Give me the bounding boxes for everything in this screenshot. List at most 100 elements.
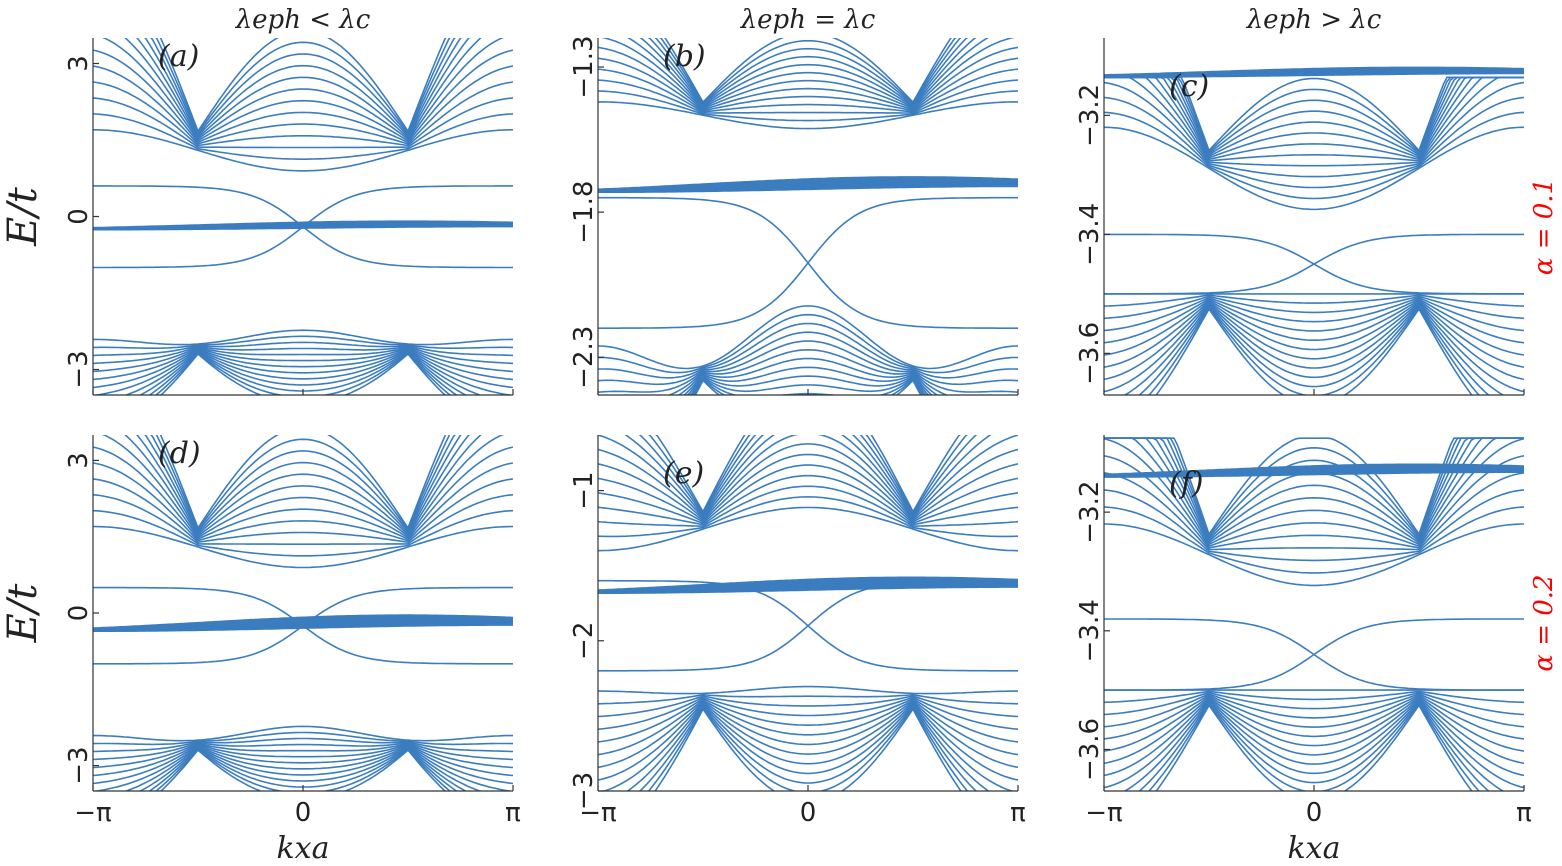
lower-band-c-3 [1104,296,1524,332]
alpha-label-c: α = 0.1 [1529,178,1559,275]
upper-band-e-0 [598,506,1018,552]
lower-band-e-9 [626,703,990,791]
upper-band-b-7 [627,38,989,109]
plot-area-b [598,38,1018,395]
panel-label-e: (e) [663,456,704,491]
y-tick-label-c-0: −3.2 [1075,84,1105,147]
upper-band-d-6 [102,435,504,539]
panel-label-d: (d) [158,436,201,471]
lower-band-e-4 [598,697,1018,743]
flat-band-e-7 [598,576,1018,592]
lower-band-d-2 [93,737,513,753]
edge-state-d-2 [93,586,513,665]
lower-band-f-8 [1104,699,1524,789]
upper-band-b-12 [664,38,952,104]
lower-band-c-2 [1104,295,1524,320]
x-tick-label-f-0: −π [1085,798,1122,828]
y-tick-label-f-1: −3.4 [1075,599,1105,662]
upper-band-d-11 [155,435,451,532]
x-tick-label-f-2: π [1516,798,1532,828]
upper-band-b-8 [639,38,977,108]
upper-band-c-3 [1104,81,1524,178]
panel-label-c: (c) [1169,69,1209,104]
edge-state-a-2 [93,185,513,269]
upper-band-c-4 [1104,76,1524,167]
upper-band-b-11 [659,38,957,105]
lower-band-d-0 [93,725,513,742]
upper-band-d-8 [136,435,470,536]
panel-b: −1.3 −1.8 −2.3 (b) λeph = λc [569,5,1019,396]
y-tick-label-f-2: −3.6 [1075,718,1105,781]
lower-band-e-6 [598,700,1018,769]
panel-c: −3.2 −3.4 −3.6 (c) λeph > λc α = 0.1 [1075,5,1559,396]
upper-band-a-6 [102,38,504,142]
panel-title-a: λeph < λc [235,5,371,35]
lower-band-b-4 [598,340,1018,393]
lower-band-d-7 [93,744,513,791]
edge-state-b-2 [598,196,1018,329]
upper-band-a-1 [93,113,513,160]
lower-band-d-3 [93,741,513,761]
lower-band-b-9 [689,375,927,395]
x-tick-label-e-1: 0 [800,798,817,828]
upper-band-a-4 [93,65,513,145]
lower-band-d-6 [93,744,513,785]
upper-band-f-6 [1104,437,1524,546]
upper-band-c-7 [1104,76,1524,159]
y-tick-label-b-0: −1.3 [569,35,599,98]
lower-band-b-1 [598,313,1018,374]
plot-area-d [93,435,513,791]
lower-band-a-5 [93,347,513,381]
upper-band-a-9 [144,38,462,138]
lower-band-c-12 [1154,307,1474,395]
lower-band-f-1 [1104,690,1524,704]
panel-title-c: λeph > λc [1246,5,1382,35]
upper-band-d-0 [93,525,513,569]
upper-band-e-9 [624,435,992,518]
lower-band-c-8 [1104,302,1524,393]
lower-band-e-8 [601,702,1015,791]
flat-band-a-7 [93,220,513,230]
lower-band-e-7 [598,701,1018,781]
upper-band-b-4 [598,57,1018,112]
lower-band-b-2 [598,322,1018,379]
y-tick-label-a-1: 0 [64,208,94,225]
y-tick-label-b-1: −1.8 [569,181,599,244]
lower-band-e-3 [598,696,1018,730]
panel-f: −3.2 −3.4 −3.6 −π 0 π (f) kxa α = 0.2 [1075,435,1559,866]
y-tick-label-c-2: −3.6 [1075,322,1105,385]
upper-band-e-12 [655,435,961,514]
lower-band-f-3 [1104,693,1524,728]
upper-band-e-8 [598,435,1018,519]
upper-band-c-11 [1104,76,1524,154]
upper-band-f-10 [1104,437,1524,540]
lower-band-f-4 [1104,694,1524,740]
upper-band-a-5 [93,49,513,144]
upper-band-c-9 [1104,76,1524,157]
upper-band-d-3 [93,478,513,544]
upper-band-b-5 [598,46,1018,111]
lower-band-f-6 [1104,696,1524,765]
upper-band-f-2 [1104,489,1524,562]
upper-band-f-0 [1104,523,1524,587]
edge-state-e-2 [598,579,1018,672]
lower-band-a-8 [123,349,483,395]
lower-band-b-0 [598,305,1018,370]
panel-title-b: λeph = λc [740,5,876,35]
lower-band-c-7 [1104,301,1524,381]
plot-area-c [1104,66,1524,395]
upper-band-e-11 [648,435,968,515]
upper-band-d-9 [144,435,462,535]
lower-band-c-1 [1104,294,1524,307]
panel-e: −1 −2 −3−π 0 π (e) [569,435,1026,828]
upper-band-c-12 [1104,76,1524,153]
lower-band-f-7 [1104,697,1524,777]
upper-band-e-1 [598,496,1018,538]
lower-band-a-12 [159,352,447,395]
lower-band-d-11 [153,748,453,791]
plot-area-a [93,38,513,395]
upper-band-e-4 [598,464,1018,525]
upper-band-e-6 [598,443,1018,522]
upper-band-c-0 [1104,126,1524,211]
